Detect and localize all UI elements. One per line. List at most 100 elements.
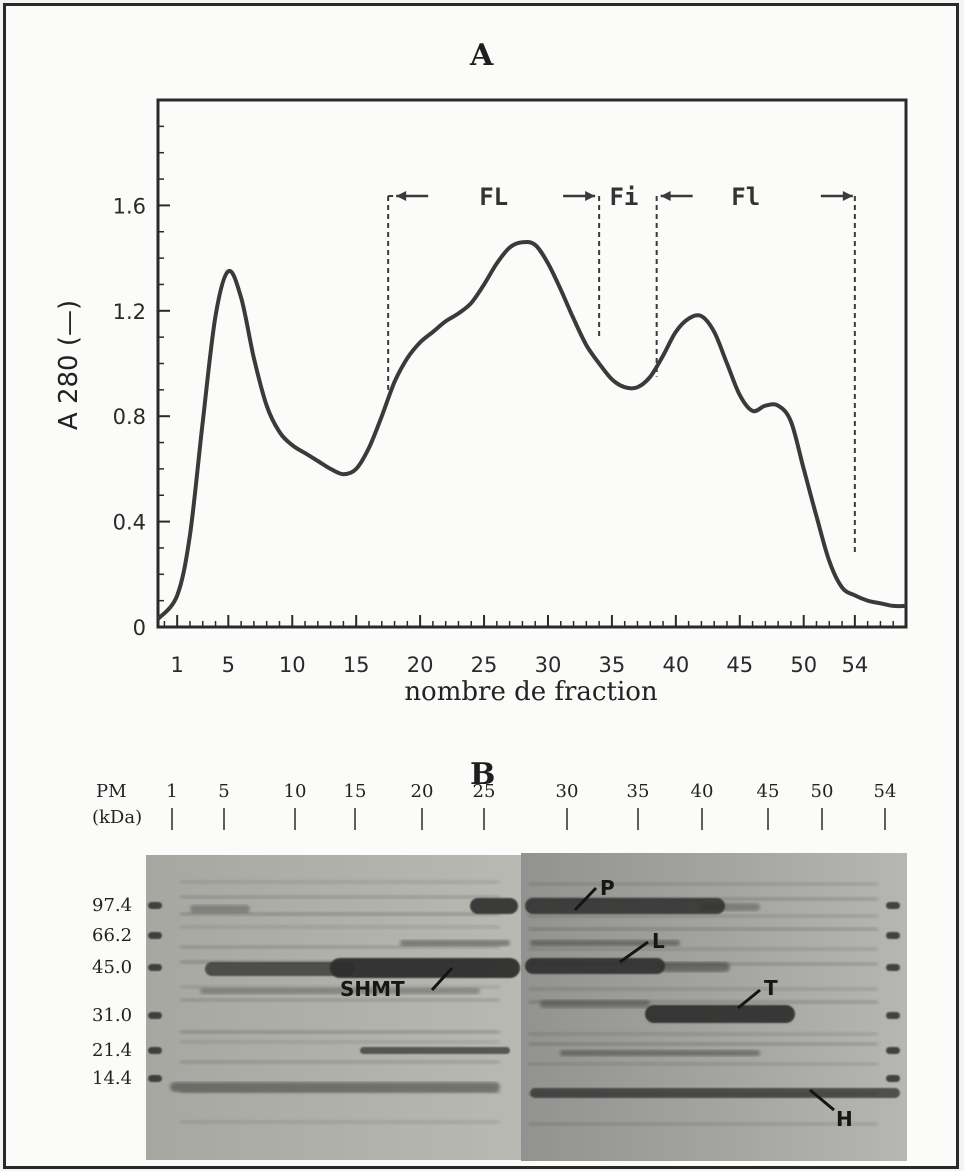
gel-band [660,962,730,972]
lane-number: 10 [284,781,307,802]
band-t [645,1005,795,1023]
gel-band [528,947,878,951]
lane-number: 30 [556,781,579,802]
fl2-right-arrow-head [842,191,853,201]
gel-band [528,1032,878,1036]
band-pointer [573,886,598,912]
band-shmt-left [205,962,355,976]
marker-band [148,1012,162,1019]
marker-label: 97.4 [92,895,132,916]
x-tick-label: 1 [170,653,183,677]
gel-band [170,1082,500,1092]
gel-band [180,880,500,884]
lane-number: 50 [811,781,834,802]
marker-band [886,932,900,939]
lane-number: 40 [691,781,714,802]
marker-labels: 97.4 66.2 45.0 31.0 21.4 14.4 [92,895,132,1089]
x-tick-label: 15 [343,653,370,677]
gel-band [560,1050,760,1056]
lane-number: 54 [874,781,897,802]
absorbance-chart: 1 5 10 15 20 25 30 35 40 45 50 54 00.40.81.21.6 FL F… [54,98,908,707]
gel-band [200,988,480,994]
gel-band [540,1000,650,1008]
gel-band [700,903,760,911]
fl-left-arrow-head [396,191,407,201]
band-pointer [809,1088,835,1112]
region-label-fl2: Fl [731,183,760,211]
y-tick-label: 0.8 [113,405,146,429]
band-97-left [470,898,518,914]
marker-band [148,1047,162,1054]
marker-label: 45.0 [92,957,132,978]
band-label: T [764,976,778,1000]
band-pointer [619,940,649,964]
gel-band [528,1042,878,1046]
x-tick-label: 35 [599,653,626,677]
kda-label: (kDa) [92,807,142,828]
marker-band [148,1075,162,1082]
gel-band [528,1062,878,1066]
band-shmt [330,958,520,978]
marker-label: 21.4 [92,1040,132,1061]
gel-band [180,1120,500,1124]
band-label: H [836,1107,853,1131]
band-label: P [600,876,615,900]
band-annotations: P L T SHMT H [340,876,853,1131]
gel-band [180,1040,500,1044]
region-label-fi: Fi [609,183,638,211]
lane-number: 5 [218,781,229,802]
fl-right-arrow-head [585,191,596,201]
x-tick-label: 5 [222,653,235,677]
sds-page-gel: PM (kDa) 1 5 10 15 20 25 30 35 40 45 50 54 97.466.2… [92,781,907,1161]
x-tick-label: 50 [790,653,817,677]
gel-band [180,998,500,1002]
gel-band [528,927,878,931]
gel-band [180,895,500,899]
lane-number: 25 [473,781,496,802]
marker-label: 66.2 [92,925,132,946]
band-l [525,958,665,974]
band-pointer [430,966,454,992]
gel-band [180,925,500,929]
x-tick-label: 25 [471,653,498,677]
marker-band [148,932,162,939]
gel-band [528,987,878,991]
band-pointer [737,988,761,1010]
y-axis-title: A 280 (—) [54,300,84,430]
fl2-left-arrow-head [660,191,671,201]
y-tick-label: 0.4 [113,511,146,535]
marker-band [886,1047,900,1054]
gel-band [528,1122,878,1126]
gel-band [180,912,500,916]
panel-b-label: B [470,757,496,792]
gel-band [528,914,878,918]
marker-label: 31.0 [92,1005,132,1026]
absorbance-curve [156,240,907,621]
gel-bands [148,880,900,1126]
y-tick-label: 1.2 [113,300,146,324]
x-tick-label: 10 [279,653,306,677]
marker-band [886,964,900,971]
marker-band [886,1012,900,1019]
x-tick-label: 20 [407,653,434,677]
y-ticks: 0 0.4 0.8 1.2 1.6 [113,99,170,640]
marker-label: 14.4 [92,1068,132,1089]
region-label-fl: FL [479,183,508,211]
gel-band [180,1060,500,1064]
lane-number: 15 [344,781,367,802]
band-p [525,898,725,914]
y-tick-label: 1.6 [113,194,146,218]
x-tick-label: 54 [841,653,868,677]
marker-band [886,902,900,909]
band-21 [360,1047,510,1054]
x-tick-label: 45 [726,653,753,677]
gel-band [190,905,250,913]
marker-band [886,1075,900,1082]
x-tick-label: 30 [535,653,562,677]
lane-number: 20 [411,781,434,802]
lane-number: 45 [757,781,780,802]
lane-number: 1 [166,781,177,802]
x-ticks: 1 5 10 15 20 25 30 35 40 45 50 54 [163,615,894,677]
